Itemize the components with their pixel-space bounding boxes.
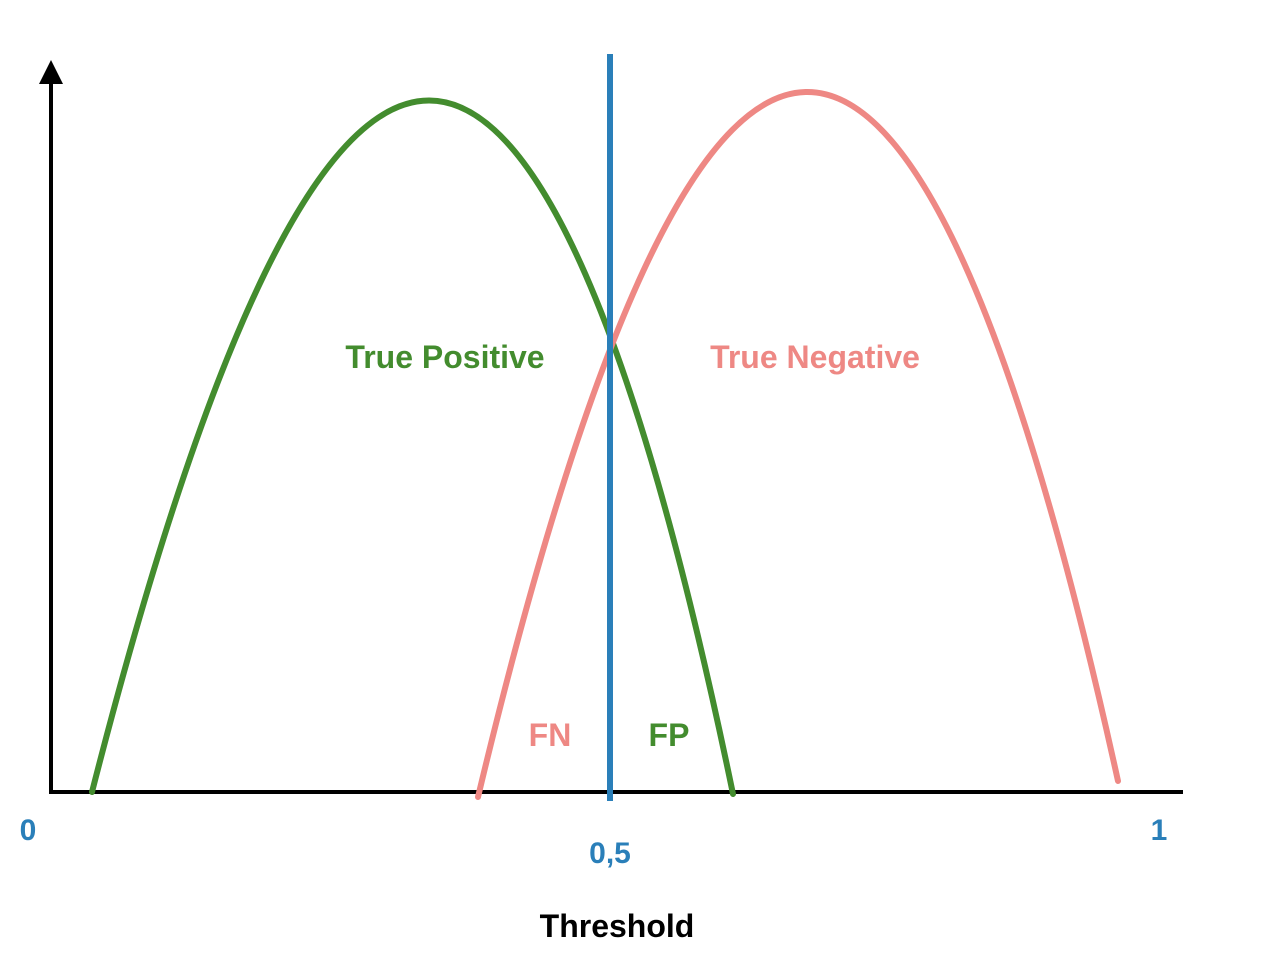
false-negative-label: FN <box>529 717 572 753</box>
tick-label: 0 <box>20 814 37 847</box>
y-axis-arrow <box>39 60 63 84</box>
true-negative-curve <box>475 89 1121 800</box>
tick-label: 0,5 <box>589 837 631 870</box>
true-positive-label: True Positive <box>345 339 544 375</box>
tick-label: 1 <box>1151 814 1168 847</box>
x-axis-label: Threshold <box>540 908 695 944</box>
false-positive-label: FP <box>649 717 690 753</box>
true-negative-label: True Negative <box>710 339 920 375</box>
true-positive-curve <box>89 97 736 797</box>
